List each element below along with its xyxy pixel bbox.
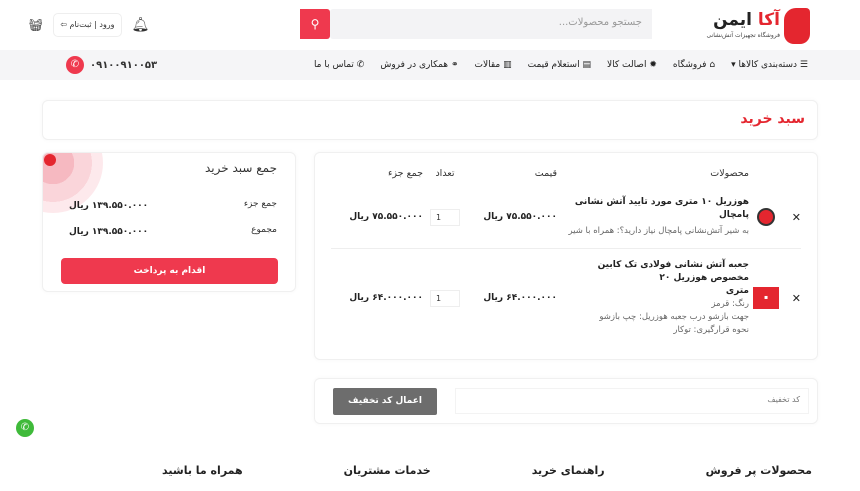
item-subtotal: ۷۵.۵۵۰.۰۰۰ ریال [349,212,423,222]
logo-subtitle: فروشگاه تجهیزات آتش‌نشانی [706,32,780,39]
nav-label: مقالات [474,60,501,70]
header-price: قیمت [534,168,557,179]
cart-column: محصولات قیمت تعداد جمع جزء ✕ هوزریل ۱۰ م… [314,152,818,424]
product-image-cell: ▪ [749,287,783,309]
nav-shop[interactable]: ⌂ فروشگاه [673,60,715,70]
main-content: سبد خرید محصولات قیمت تعداد جمع جزء ✕ هو… [42,100,818,491]
quantity-input[interactable]: 1 [430,208,460,226]
subtotal-value: ۱۳۹.۵۵۰.۰۰۰ ریال [69,201,149,211]
header-products: محصولات [710,168,749,179]
nav-label: دسته‌بندی کالاها [738,60,798,70]
login-label: ورود | ثبت‌نام [69,20,115,29]
search-icon: ⚲ [310,17,320,31]
table-row: ✕ هوزریل ۱۰ متری مورد تایید آتش نشانی پا… [331,186,801,248]
badge-icon: ✹ [649,60,657,70]
nav-price-inquiry[interactable]: ▤ استعلام قیمت [528,60,591,70]
nav-list: ☰ دسته‌بندی کالاها ▾ ⌂ فروشگاه ✹ اصالت ک… [314,50,808,80]
product-detail: رنگ: قرمز [711,299,749,309]
row-divider [331,248,801,249]
logo-text-dark: ایمن [713,10,752,30]
phone-number[interactable]: ۰۹۱۰۰۹۱۰۰۵۳ [90,59,158,71]
header-actions: 🔔︎ ورود | ثبت‌نام ⇦ 🧺︎ [28,13,149,37]
cart-summary: جمع سبد خرید جمع جزء ۱۳۹.۵۵۰.۰۰۰ ریال مج… [42,152,296,292]
shop-icon: ⌂ [709,60,716,70]
nav-contact[interactable]: ✆ تماس با ما [314,60,364,70]
subtotal-label: جمع جزء [243,199,277,209]
footer-heading: محصولات پر فروش [705,464,812,477]
summary-title: جمع سبد خرید [204,161,277,175]
total-value: ۱۳۹.۵۵۰.۰۰۰ ریال [69,227,149,237]
phone-icon: ✆ [356,60,365,70]
phone-call-icon[interactable]: ✆ [66,56,84,74]
document-icon: ▤ [582,60,591,70]
logo[interactable]: آکا ایمن فروشگاه تجهیزات آتش‌نشانی [700,8,810,44]
product-detail: جهت بازشو درب جعبه هوزریل: چپ بازشو [599,312,749,322]
cart-content: محصولات قیمت تعداد جمع جزء ✕ هوزریل ۱۰ م… [42,152,818,424]
coupon-input[interactable]: کد تخفیف [455,388,809,414]
login-button[interactable]: ورود | ثبت‌نام ⇦ [53,13,122,37]
checkout-button[interactable]: اقدام به پرداخت [61,258,278,284]
remove-item-button[interactable]: ✕ [791,210,801,224]
page-title-box: سبد خرید [42,100,818,140]
footer-heading: راهنمای خرید [531,464,605,477]
table-row: ✕ ▪ جعبه آتش نشانی فولادی تک کابین مخصوص… [331,249,801,347]
cart-item: هوزریل ۱۰ متری مورد تایید آتش نشانی پامچ… [557,196,749,238]
product-name[interactable]: هوزریل ۱۰ متری مورد تایید آتش نشانی پامچ… [574,197,749,220]
bell-icon[interactable]: 🔔︎ [131,17,150,33]
nav-label: استعلام قیمت [527,60,580,70]
qty-cell: 1 [423,208,467,226]
basket-icon[interactable]: 🧺︎ [28,18,44,32]
remove-item-button[interactable]: ✕ [791,291,801,305]
nav-authenticity[interactable]: ✹ اصالت کالا [607,60,657,70]
page-title: سبد خرید [740,111,805,127]
whatsapp-icon[interactable]: ✆ [16,419,34,437]
item-price: ۶۴.۰۰۰.۰۰۰ ریال [483,293,557,303]
total-label: مجموع [251,225,277,235]
nav-label: اصالت کالا [606,60,647,70]
product-name-line2[interactable]: متری [725,286,749,296]
apply-coupon-button[interactable]: اعمال کد تخفیف [333,387,437,415]
nav-phone: ✆ ۰۹۱۰۰۹۱۰۰۵۳ [66,56,157,74]
nav-label: فروشگاه [672,60,707,70]
footer: محصولات پر فروش راهنمای خرید خدمات مشتری… [42,464,818,491]
item-price: ۷۵.۵۵۰.۰۰۰ ریال [483,212,557,222]
qty-cell: 1 [423,289,467,307]
logo-text: آکا [757,10,780,30]
nav-affiliate[interactable]: ⚭ همکاری در فروش [380,60,458,70]
product-image[interactable]: ▪ [753,287,779,309]
nav-label: همکاری در فروش [380,60,449,70]
item-subtotal: ۶۴.۰۰۰.۰۰۰ ریال [349,293,423,303]
book-icon: ▥ [503,60,512,70]
search-button[interactable]: ⚲ [300,9,330,39]
footer-heading: خدمات مشتریان [343,464,431,477]
header-qty: تعداد [435,168,455,179]
logo-mark-icon [784,8,810,44]
cart-item: جعبه آتش نشانی فولادی تک کابین مخصوص هوز… [557,259,749,337]
header-subtotal: جمع جزء [387,168,423,179]
footer-heading: همراه ما باشید [162,464,243,477]
nav-bar [0,50,860,80]
nav-categories[interactable]: ☰ دسته‌بندی کالاها ▾ [731,60,808,70]
handshake-icon: ⚭ [450,60,459,70]
cart-table: محصولات قیمت تعداد جمع جزء ✕ هوزریل ۱۰ م… [314,152,818,360]
product-detail: نحوه قرارگیری: توکار [673,325,749,335]
nav-articles[interactable]: ▥ مقالات [474,60,511,70]
nav-label: تماس با ما [313,60,354,70]
product-image[interactable] [757,208,775,226]
quantity-input[interactable]: 1 [430,289,460,307]
login-icon: ⇦ [60,20,67,29]
decoration-dot [44,154,56,166]
coupon-box: کد تخفیف اعمال کد تخفیف [314,378,818,424]
product-image-cell [749,208,783,226]
product-detail: به شیر آتش‌نشانی پامچال نیاز دارید؟: همر… [568,226,749,236]
table-header: محصولات قیمت تعداد جمع جزء [331,161,801,186]
search-input[interactable]: جستجو محصولات... [330,9,652,39]
product-name[interactable]: جعبه آتش نشانی فولادی تک کابین مخصوص هوز… [597,260,749,283]
